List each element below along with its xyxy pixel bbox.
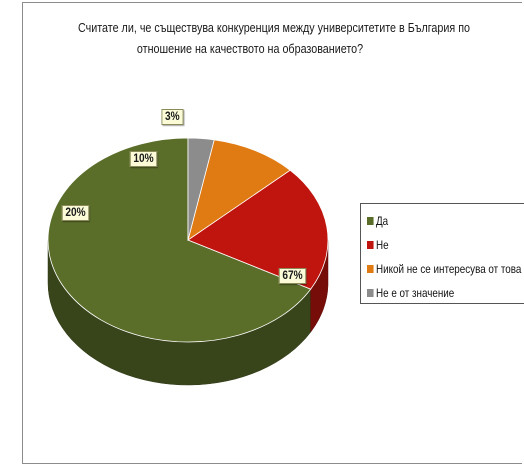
legend-swatch-yes: [367, 217, 374, 225]
chart-legend: Да Не Никой не се интересува от това Не …: [360, 203, 524, 304]
legend-swatch-nobody-cares: [367, 265, 374, 273]
legend-label-yes: Да: [376, 214, 389, 228]
data-label-yes: 67%: [278, 268, 307, 284]
chart-title: Считате ли, че съществува конкуренция ме…: [78, 18, 470, 60]
chart-title-line-1: Считате ли, че съществува конкуренция ме…: [78, 21, 470, 35]
legend-swatch-no-matter: [367, 289, 374, 297]
pie-slice-nobody-cares: [187, 139, 291, 241]
data-label-nobody-cares: 10%: [129, 151, 158, 167]
legend-item-no: Не: [367, 238, 389, 254]
legend-item-yes: Да: [367, 214, 388, 230]
pie-slice-no-matter: [187, 137, 215, 241]
legend-swatch-no: [367, 241, 374, 249]
data-label-no-matter: 3%: [161, 109, 184, 125]
pie-slice-no: [187, 169, 329, 290]
legend-label-no-matter: Не е от значение: [376, 286, 455, 300]
legend-label-nobody-cares: Никой не се интересува от това: [376, 262, 522, 276]
legend-item-nobody-cares: Никой не се интересува от това: [367, 262, 521, 278]
legend-label-no: Не: [376, 238, 389, 252]
data-label-no: 20%: [61, 205, 90, 221]
pie-slice-yes: [47, 137, 312, 343]
legend-item-no-matter: Не е от значение: [367, 286, 454, 302]
chart-title-line-2: отношение на качеството на образованието…: [136, 42, 364, 56]
